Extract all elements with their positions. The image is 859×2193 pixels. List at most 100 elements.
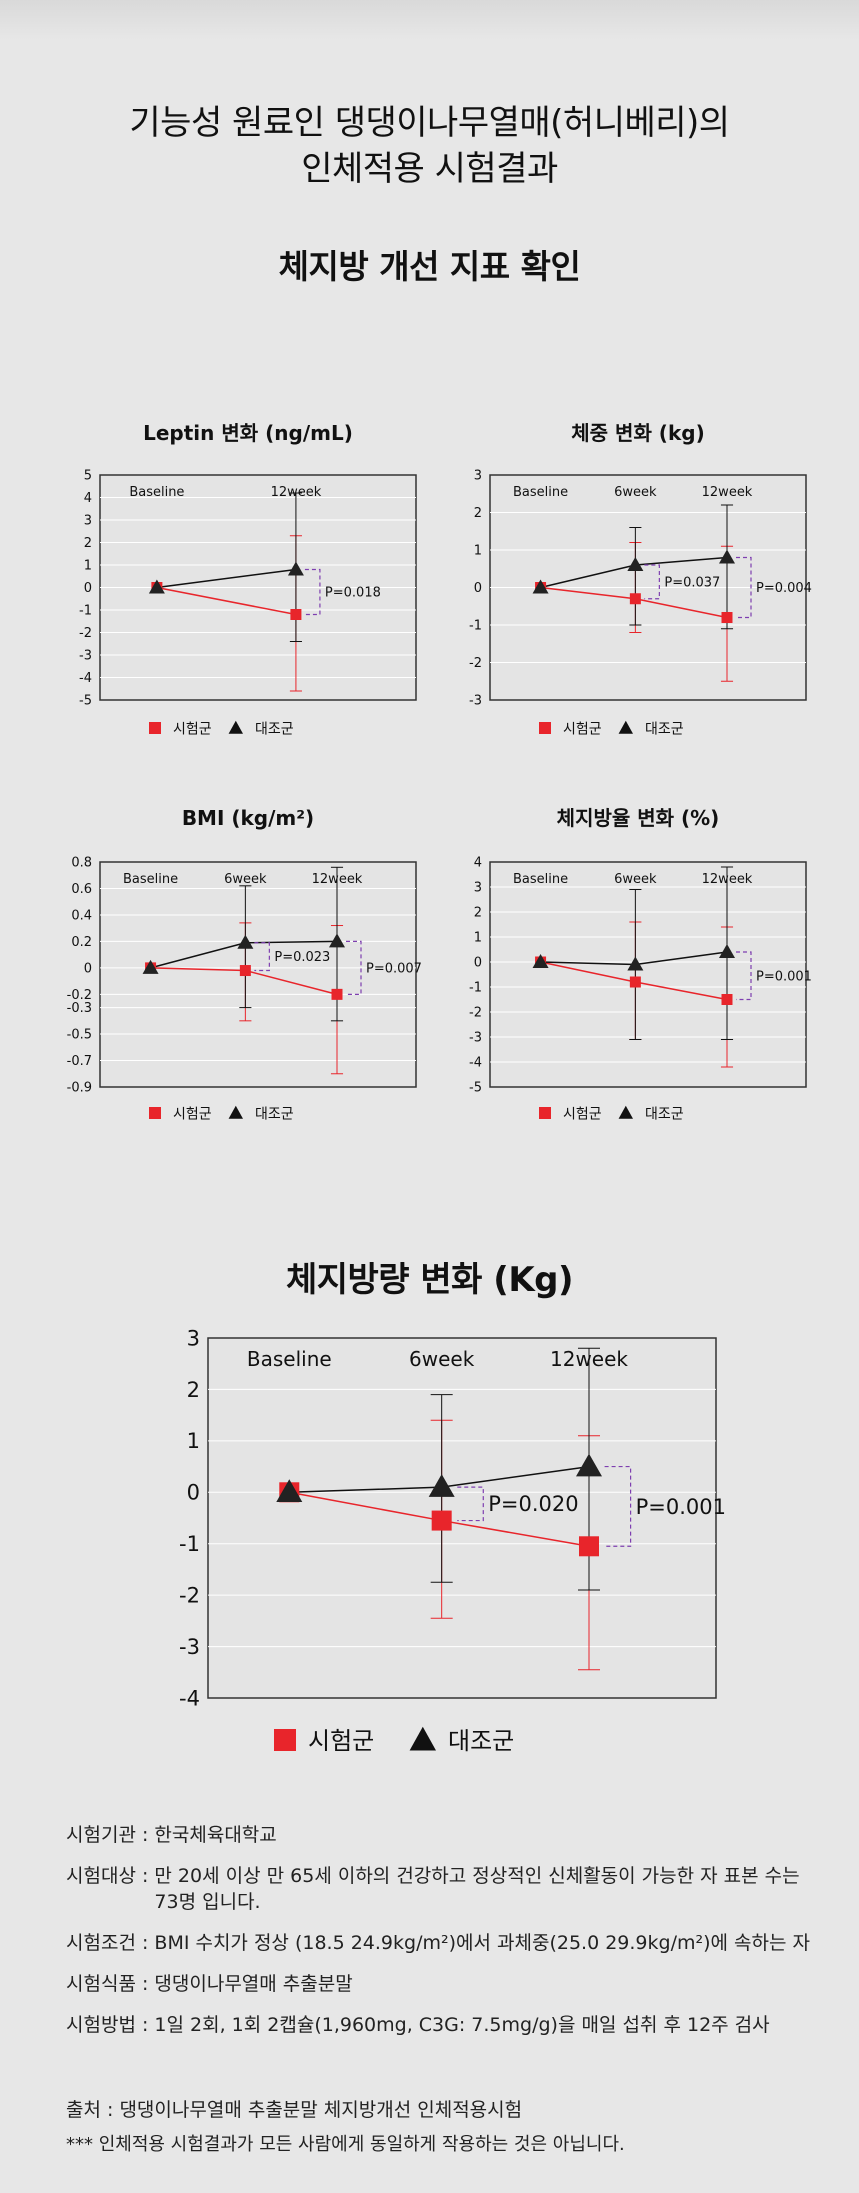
y-tick-label: -0.9 bbox=[67, 1081, 92, 1096]
p-value-bracket bbox=[644, 564, 660, 600]
info-text: 댕댕이나무열매 추출분말 bbox=[154, 1973, 353, 1995]
info-label: 시험방법 bbox=[66, 2014, 136, 2036]
legend-test-marker bbox=[274, 1729, 296, 1751]
y-tick-label: 2 bbox=[474, 506, 482, 521]
control-group-marker bbox=[627, 956, 644, 971]
chart-title: Leptin 변화 (ng/mL) bbox=[143, 421, 353, 445]
y-tick-label: -4 bbox=[469, 1056, 482, 1071]
y-tick-label: -0.3 bbox=[67, 1001, 92, 1016]
legend-test-marker bbox=[539, 1107, 551, 1119]
p-value-bracket bbox=[736, 556, 752, 619]
info-text: 1일 2회, 1회 2캡슐(1,960mg, C3G: 7.5mg/g)을 매일… bbox=[154, 2014, 770, 2036]
p-value-label: P=0.001 bbox=[636, 1495, 726, 1519]
test-group-marker bbox=[629, 976, 641, 988]
p-value-label: P=0.020 bbox=[488, 1492, 578, 1516]
test-group-marker bbox=[579, 1536, 599, 1557]
section-title-body-fat-mass: 체지방량 변화 (Kg) bbox=[285, 1260, 574, 1300]
y-tick-label: 0 bbox=[474, 956, 482, 971]
y-tick-label: 1 bbox=[187, 1429, 200, 1453]
test-group-marker bbox=[290, 609, 302, 620]
legend-control-marker bbox=[618, 720, 633, 734]
legend-control-label: 대조군 bbox=[255, 721, 294, 737]
y-tick-label: 4 bbox=[474, 856, 482, 871]
x-category-label: 6week bbox=[409, 1347, 475, 1371]
y-tick-label: -0.2 bbox=[67, 988, 92, 1003]
x-category-label: 6week bbox=[224, 872, 267, 887]
p-value-label: P=0.001 bbox=[756, 969, 812, 984]
legend-control-marker bbox=[409, 1726, 436, 1751]
p-value-bracket bbox=[457, 1486, 484, 1522]
p-value-bracket bbox=[604, 1465, 632, 1547]
y-tick-label: -3 bbox=[79, 649, 92, 664]
y-tick-label: 0.4 bbox=[71, 908, 92, 923]
y-tick-label: -5 bbox=[469, 1081, 482, 1096]
source-text: 출처 : 댕댕이나무열매 추출분말 체지방개선 인체적용시험 bbox=[66, 2099, 523, 2121]
p-value-label: P=0.004 bbox=[756, 581, 812, 596]
x-category-label: Baseline bbox=[247, 1347, 332, 1371]
series-line bbox=[156, 586, 297, 616]
y-tick-label: 1 bbox=[84, 559, 92, 574]
y-tick-label: 5 bbox=[84, 469, 92, 484]
p-value-bracket bbox=[254, 942, 270, 972]
x-category-label: 6week bbox=[614, 872, 657, 887]
test-group-marker bbox=[331, 988, 343, 1000]
control-group-marker bbox=[329, 933, 345, 948]
test-group-marker bbox=[239, 965, 251, 977]
control-group-marker bbox=[142, 959, 159, 974]
control-group-marker bbox=[532, 954, 549, 968]
test-group-marker bbox=[721, 612, 733, 623]
p-value-bracket bbox=[346, 940, 362, 995]
x-category-label: 12week bbox=[702, 485, 753, 500]
legend-test-label: 시험군 bbox=[173, 1106, 212, 1122]
x-category-label: Baseline bbox=[129, 485, 184, 500]
y-tick-label: 4 bbox=[84, 491, 92, 506]
y-tick-label: 1 bbox=[474, 544, 482, 559]
info-row-method: 시험방법 : 1일 2회, 1회 2캡슐(1,960mg, C3G: 7.5mg… bbox=[66, 2012, 826, 2038]
p-value-bracket bbox=[304, 568, 321, 616]
legend-control-marker bbox=[618, 1105, 633, 1119]
info-text: 만 20세 이상 만 65세 이하의 건강하고 정상적인 신체활동이 가능한 자… bbox=[154, 1865, 800, 1913]
plot-area bbox=[207, 1337, 717, 1699]
main-title-line1: 기능성 원료인 댕댕이나무열매(허니베리)의 bbox=[129, 103, 730, 143]
control-group-marker bbox=[719, 549, 735, 564]
x-category-label: 6week bbox=[614, 485, 657, 500]
y-tick-label: 0 bbox=[474, 581, 482, 596]
y-tick-label: 0 bbox=[84, 581, 92, 596]
plot-area bbox=[489, 861, 807, 1088]
info-label: 시험조건 bbox=[66, 1932, 136, 1954]
y-tick-label: 0.8 bbox=[71, 856, 92, 871]
x-category-label: Baseline bbox=[123, 872, 178, 887]
legend-control-label: 대조군 bbox=[645, 1106, 684, 1122]
legend-control-marker bbox=[228, 1105, 243, 1119]
main-title-line2: 인체적용 시험결과 bbox=[301, 149, 558, 189]
chart-title: 체지방율 변화 (%) bbox=[557, 806, 720, 830]
control-group-marker bbox=[276, 1479, 303, 1503]
disclaimer-note: *** 인체적용 시험결과가 모든 사람에게 동일하게 작용하는 것은 아닙니다… bbox=[66, 2134, 625, 2155]
series-line bbox=[156, 568, 297, 589]
info-text: BMI 수치가 정상 (18.5 24.9kg/m²)에서 과체중(25.0 2… bbox=[154, 1932, 811, 1954]
main-title: 기능성 원료인 댕댕이나무열매(허니베리)의 인체적용 시험결과 bbox=[0, 100, 859, 192]
legend-control-label: 대조군 bbox=[645, 721, 684, 737]
p-value-label: P=0.018 bbox=[325, 586, 381, 601]
chart-bmi: BMI (kg/m²) 0.8 0.6 0.4 0.2 0 -0.2-0.3 -0.5 -0.7… bbox=[67, 806, 422, 1122]
p-value-label: P=0.037 bbox=[664, 575, 720, 590]
test-group-marker bbox=[431, 1510, 452, 1531]
y-tick-label: -3 bbox=[469, 1031, 482, 1046]
chart-weight: 체중 변화 (kg) 3 2 1 0 -1 -2 -3 Baseline 6week 12week P… bbox=[469, 421, 812, 737]
y-tick-label: 3 bbox=[187, 1326, 200, 1350]
legend-test-marker bbox=[149, 1107, 161, 1119]
y-tick-label: -5 bbox=[79, 694, 92, 709]
y-tick-label: -2 bbox=[179, 1583, 200, 1607]
legend-control-label: 대조군 bbox=[255, 1106, 294, 1122]
y-tick-label: -1 bbox=[179, 1532, 200, 1556]
y-tick-label: 0.6 bbox=[71, 882, 92, 897]
info-row-food: 시험식품 : 댕댕이나무열매 추출분말 bbox=[66, 1971, 826, 1997]
y-tick-label: 2 bbox=[84, 536, 92, 551]
y-tick-label: -2 bbox=[79, 626, 92, 641]
y-tick-label: -0.7 bbox=[67, 1054, 92, 1069]
test-group-marker bbox=[629, 593, 641, 605]
y-tick-label: 0.2 bbox=[71, 935, 92, 950]
y-tick-label: -2 bbox=[469, 1006, 482, 1021]
y-tick-label: -3 bbox=[179, 1635, 200, 1659]
